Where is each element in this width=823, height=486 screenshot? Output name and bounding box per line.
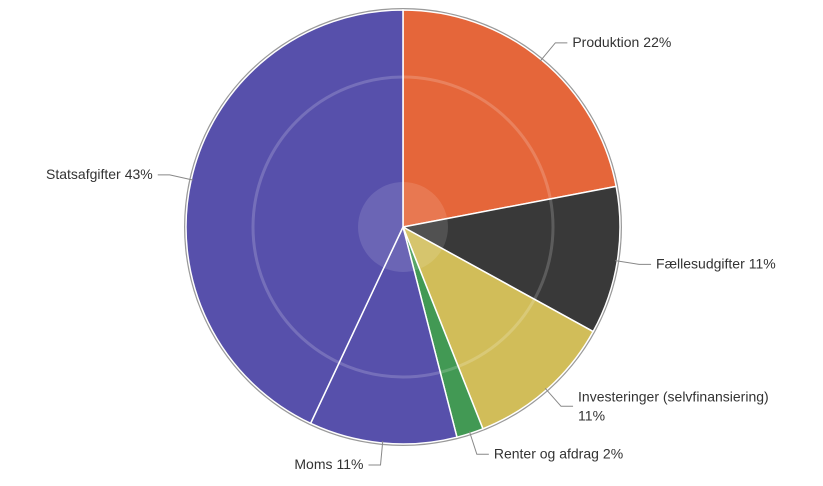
chart: Produktion22%Fællesudgifter11%Investerin…: [0, 0, 823, 486]
slice-label-name: Moms: [294, 456, 332, 472]
slice-label-value: 11%: [578, 407, 605, 423]
slice-label-value: 43%: [125, 166, 153, 182]
slice-label: Moms 11%: [294, 456, 363, 472]
slice-label: Investeringer (selvfinansiering) 11%: [578, 388, 769, 423]
leader-line: [540, 43, 567, 61]
slice-label-name: Investeringer (selvfinansiering): [578, 388, 769, 404]
leader-line: [469, 431, 488, 454]
slice-label-value: 11%: [337, 456, 364, 472]
slice-label-name: Produktion: [572, 34, 639, 50]
slice-label-name: Fællesudgifter: [656, 255, 745, 271]
leader-line: [545, 388, 573, 406]
leader-line: [615, 261, 651, 265]
slice-label-value: 11%: [749, 255, 776, 271]
coin-center: [358, 182, 448, 272]
slice-label-name: Statsafgifter: [46, 166, 121, 182]
slice-label-value: 22%: [643, 34, 671, 50]
slice-label-name: Renter og afdrag: [494, 445, 599, 461]
slice-label-value: 2%: [603, 445, 623, 461]
leader-line: [158, 175, 193, 180]
